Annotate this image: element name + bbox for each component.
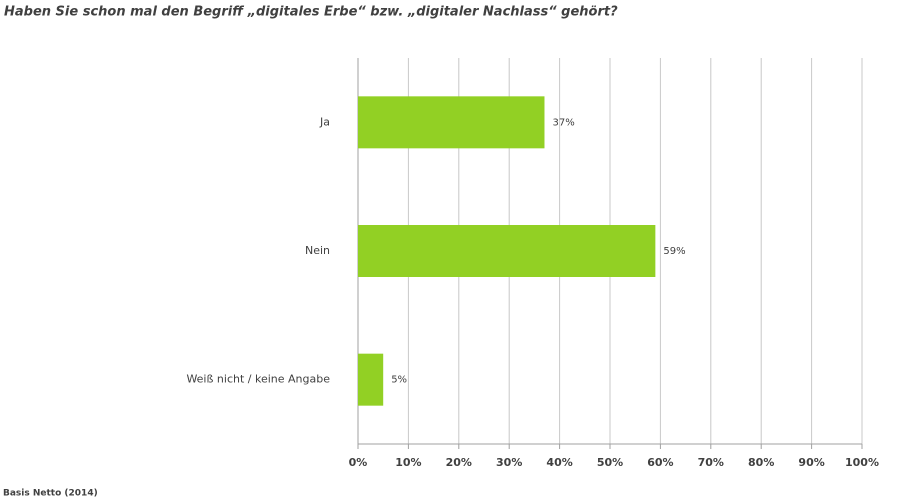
y-tick-label: Weiß nicht / keine Angabe	[186, 373, 330, 386]
x-tick-label: 0%	[349, 456, 368, 469]
x-tick-label: 50%	[597, 456, 623, 469]
y-tick-label: Nein	[305, 244, 330, 257]
x-tick-label: 30%	[496, 456, 522, 469]
bar	[358, 353, 384, 406]
data-label: 5%	[391, 375, 407, 386]
bar	[358, 225, 656, 277]
x-tick-label: 70%	[698, 456, 724, 469]
y-tick-label: Ja	[319, 115, 330, 128]
x-tick-label: 80%	[748, 456, 774, 469]
data-label: 59%	[663, 246, 685, 257]
x-tick-label: 60%	[647, 456, 673, 469]
x-tick-label: 10%	[395, 456, 421, 469]
footnote: Basis Netto (2014)	[3, 489, 98, 499]
x-tick-label: 20%	[446, 456, 472, 469]
x-tick-label: 90%	[798, 456, 824, 469]
x-tick-label: 40%	[546, 456, 572, 469]
data-label: 37%	[552, 117, 574, 128]
bar	[358, 96, 545, 149]
chart-title: Haben Sie schon mal den Begriff „digital…	[4, 5, 618, 20]
x-tick-label: 100%	[845, 456, 879, 469]
